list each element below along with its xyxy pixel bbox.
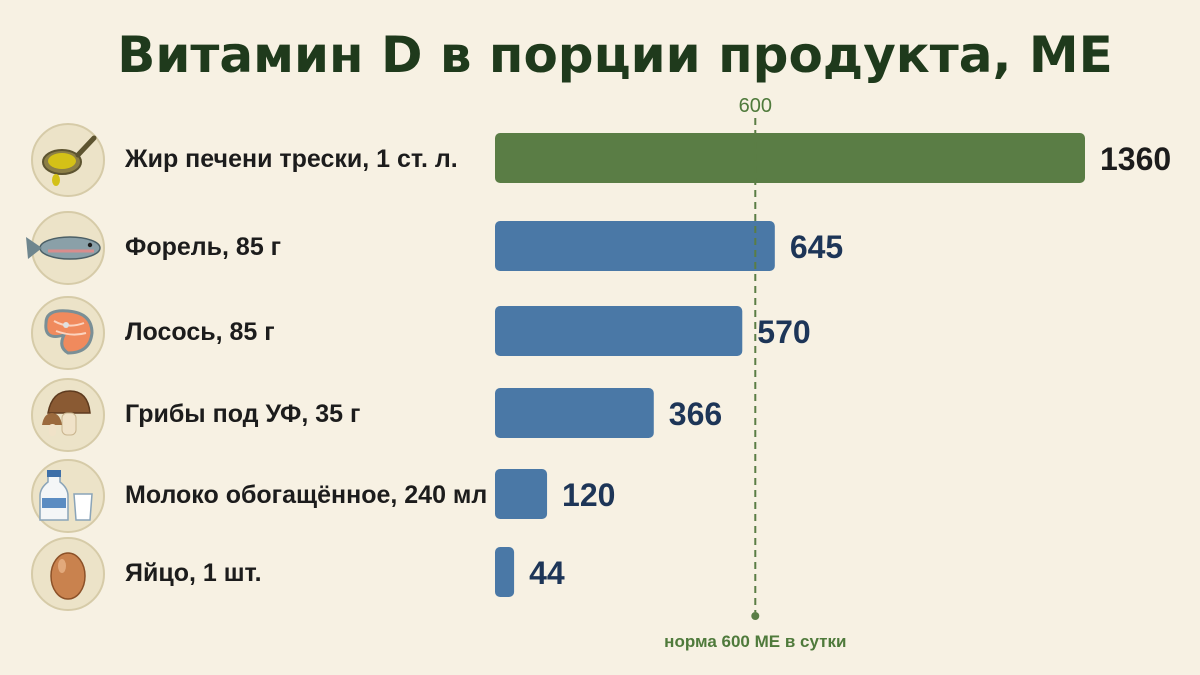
bar bbox=[495, 547, 515, 597]
value-label: 1360 bbox=[1100, 141, 1171, 177]
category-label: Лосось, 85 г bbox=[125, 318, 275, 346]
reference-line-label: 600 bbox=[739, 95, 772, 117]
egg-icon bbox=[31, 537, 105, 611]
trout-icon bbox=[26, 211, 105, 285]
reference-line-end-dot bbox=[751, 612, 760, 620]
category-label: Яйцо, 1 шт. bbox=[125, 559, 262, 587]
value-label: 645 bbox=[790, 229, 843, 265]
spoon-oil-icon bbox=[31, 123, 105, 197]
bar-row: Яйцо, 1 шт. 44 bbox=[31, 537, 565, 611]
bar-row: Грибы под УФ, 35 г 366 bbox=[31, 378, 722, 452]
value-label: 570 bbox=[757, 314, 810, 350]
category-label: Жир печени трески, 1 ст. л. bbox=[124, 145, 458, 173]
bar-row: Форель, 85 г 645 bbox=[26, 211, 843, 285]
bar-row: Лосось, 85 г 570 bbox=[31, 296, 811, 370]
value-label: 44 bbox=[529, 555, 565, 591]
mushroom-icon bbox=[31, 378, 105, 452]
bar bbox=[495, 133, 1085, 183]
bar-row: Жир печени трески, 1 ст. л. 1360 bbox=[31, 123, 1171, 197]
bar bbox=[495, 306, 743, 356]
category-label: Молоко обогащённое, 240 мл bbox=[125, 481, 487, 509]
category-label: Форель, 85 г bbox=[125, 233, 281, 261]
bar bbox=[495, 221, 775, 271]
chart-title: Витамин D в порции продукта, МЕ bbox=[117, 26, 1113, 84]
value-label: 120 bbox=[562, 477, 615, 513]
reference-line-note: норма 600 МЕ в сутки bbox=[664, 632, 846, 651]
bar-row: Молоко обогащённое, 240 мл 120 bbox=[31, 459, 615, 533]
bar bbox=[495, 469, 548, 519]
bars-group: Жир печени трески, 1 ст. л. 1360 Форель, 8… bbox=[26, 123, 1171, 611]
salmon-steak-icon bbox=[31, 296, 105, 370]
milk-icon bbox=[31, 459, 105, 533]
bar bbox=[495, 388, 654, 438]
category-label: Грибы под УФ, 35 г bbox=[125, 400, 360, 428]
value-label: 366 bbox=[669, 396, 722, 432]
reference-line-group: 600 норма 600 МЕ в сутки bbox=[664, 95, 846, 651]
